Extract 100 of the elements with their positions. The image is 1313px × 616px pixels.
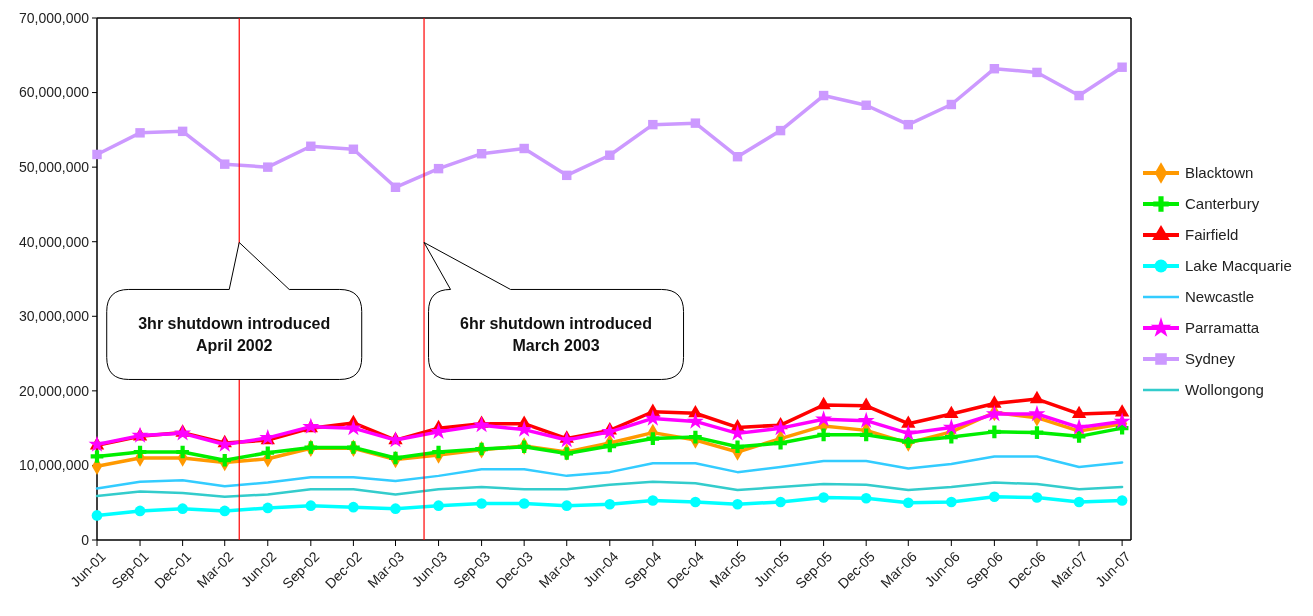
point bbox=[433, 163, 444, 174]
annotation: 3hr shutdown introduced April 2002 bbox=[138, 315, 331, 355]
point bbox=[220, 159, 230, 169]
point bbox=[218, 453, 232, 467]
point bbox=[818, 90, 829, 101]
point bbox=[390, 182, 401, 192]
point bbox=[92, 149, 102, 160]
point bbox=[1116, 495, 1128, 506]
point bbox=[816, 396, 831, 410]
point bbox=[348, 501, 359, 513]
point bbox=[91, 510, 103, 521]
point bbox=[859, 428, 873, 442]
point bbox=[817, 428, 830, 442]
point bbox=[176, 445, 189, 459]
point bbox=[177, 126, 188, 137]
point bbox=[430, 422, 448, 440]
point bbox=[815, 410, 833, 427]
legend-label: Sydney bbox=[1185, 350, 1236, 368]
point bbox=[988, 425, 1001, 439]
legend-label: Lake Macquarie bbox=[1185, 257, 1292, 275]
line-series bbox=[95, 480, 1124, 498]
point bbox=[518, 498, 530, 509]
point bbox=[861, 100, 871, 110]
point bbox=[859, 397, 874, 410]
point bbox=[1030, 426, 1044, 439]
point bbox=[263, 162, 273, 172]
point bbox=[603, 439, 617, 453]
point bbox=[1028, 405, 1046, 422]
point bbox=[433, 500, 444, 512]
point bbox=[305, 500, 317, 512]
line-series bbox=[95, 455, 1124, 490]
y-tick-label: 0 bbox=[81, 531, 90, 548]
point bbox=[818, 492, 829, 503]
point bbox=[946, 99, 957, 110]
point bbox=[1117, 62, 1127, 72]
point bbox=[731, 440, 744, 454]
y-tick-label: 70,000,000 bbox=[18, 9, 90, 26]
point bbox=[390, 503, 401, 514]
point bbox=[1029, 390, 1045, 404]
legend-label: Wollongong bbox=[1185, 381, 1264, 399]
point bbox=[134, 505, 146, 517]
point bbox=[262, 502, 274, 514]
point bbox=[174, 424, 192, 441]
point bbox=[946, 496, 957, 508]
point bbox=[605, 150, 615, 160]
point bbox=[432, 445, 445, 459]
y-tick-label: 20,000,000 bbox=[18, 382, 90, 399]
point bbox=[177, 503, 188, 514]
point bbox=[646, 432, 660, 445]
legend-label: Newcastle bbox=[1185, 288, 1255, 306]
point bbox=[732, 151, 743, 162]
y-tick-label: 60,000,000 bbox=[18, 84, 90, 101]
point bbox=[344, 419, 362, 436]
point bbox=[902, 497, 914, 509]
legend-label: Parramatta bbox=[1185, 319, 1260, 337]
legend-label: Fairfield bbox=[1185, 226, 1239, 244]
point bbox=[560, 447, 574, 460]
point bbox=[644, 409, 662, 426]
point bbox=[347, 441, 360, 454]
y-tick-label: 10,000,000 bbox=[18, 457, 90, 474]
point bbox=[901, 415, 916, 428]
legend-label: Canterbury bbox=[1185, 195, 1260, 213]
point bbox=[1032, 67, 1042, 78]
y-tick-label: 50,000,000 bbox=[18, 159, 90, 176]
point bbox=[945, 430, 958, 444]
point bbox=[135, 128, 145, 138]
point bbox=[562, 170, 572, 181]
point bbox=[133, 445, 147, 459]
point bbox=[476, 498, 487, 509]
point bbox=[690, 496, 701, 508]
point bbox=[944, 405, 959, 419]
point bbox=[648, 119, 658, 130]
point bbox=[732, 498, 743, 510]
point bbox=[1071, 405, 1087, 419]
point bbox=[604, 498, 616, 510]
point bbox=[476, 149, 487, 159]
point bbox=[903, 119, 914, 130]
point bbox=[306, 141, 316, 151]
point bbox=[857, 411, 875, 428]
point bbox=[219, 505, 231, 517]
point bbox=[775, 125, 786, 136]
point bbox=[647, 495, 659, 506]
point bbox=[519, 143, 529, 154]
point bbox=[261, 446, 275, 460]
point bbox=[1074, 90, 1084, 101]
point bbox=[515, 420, 533, 437]
point bbox=[987, 395, 1002, 408]
annotation: 6hr shutdown introduced March 2003 bbox=[460, 315, 653, 355]
point bbox=[690, 118, 701, 128]
point bbox=[389, 451, 402, 465]
point bbox=[775, 496, 786, 508]
y-tick-label: 30,000,000 bbox=[18, 308, 90, 325]
point bbox=[774, 436, 787, 450]
point bbox=[1031, 492, 1043, 503]
y-tick-label: 40,000,000 bbox=[18, 233, 90, 250]
point bbox=[1114, 404, 1130, 417]
point bbox=[860, 492, 872, 504]
point bbox=[989, 63, 1000, 74]
point bbox=[348, 144, 359, 154]
point bbox=[473, 416, 491, 433]
